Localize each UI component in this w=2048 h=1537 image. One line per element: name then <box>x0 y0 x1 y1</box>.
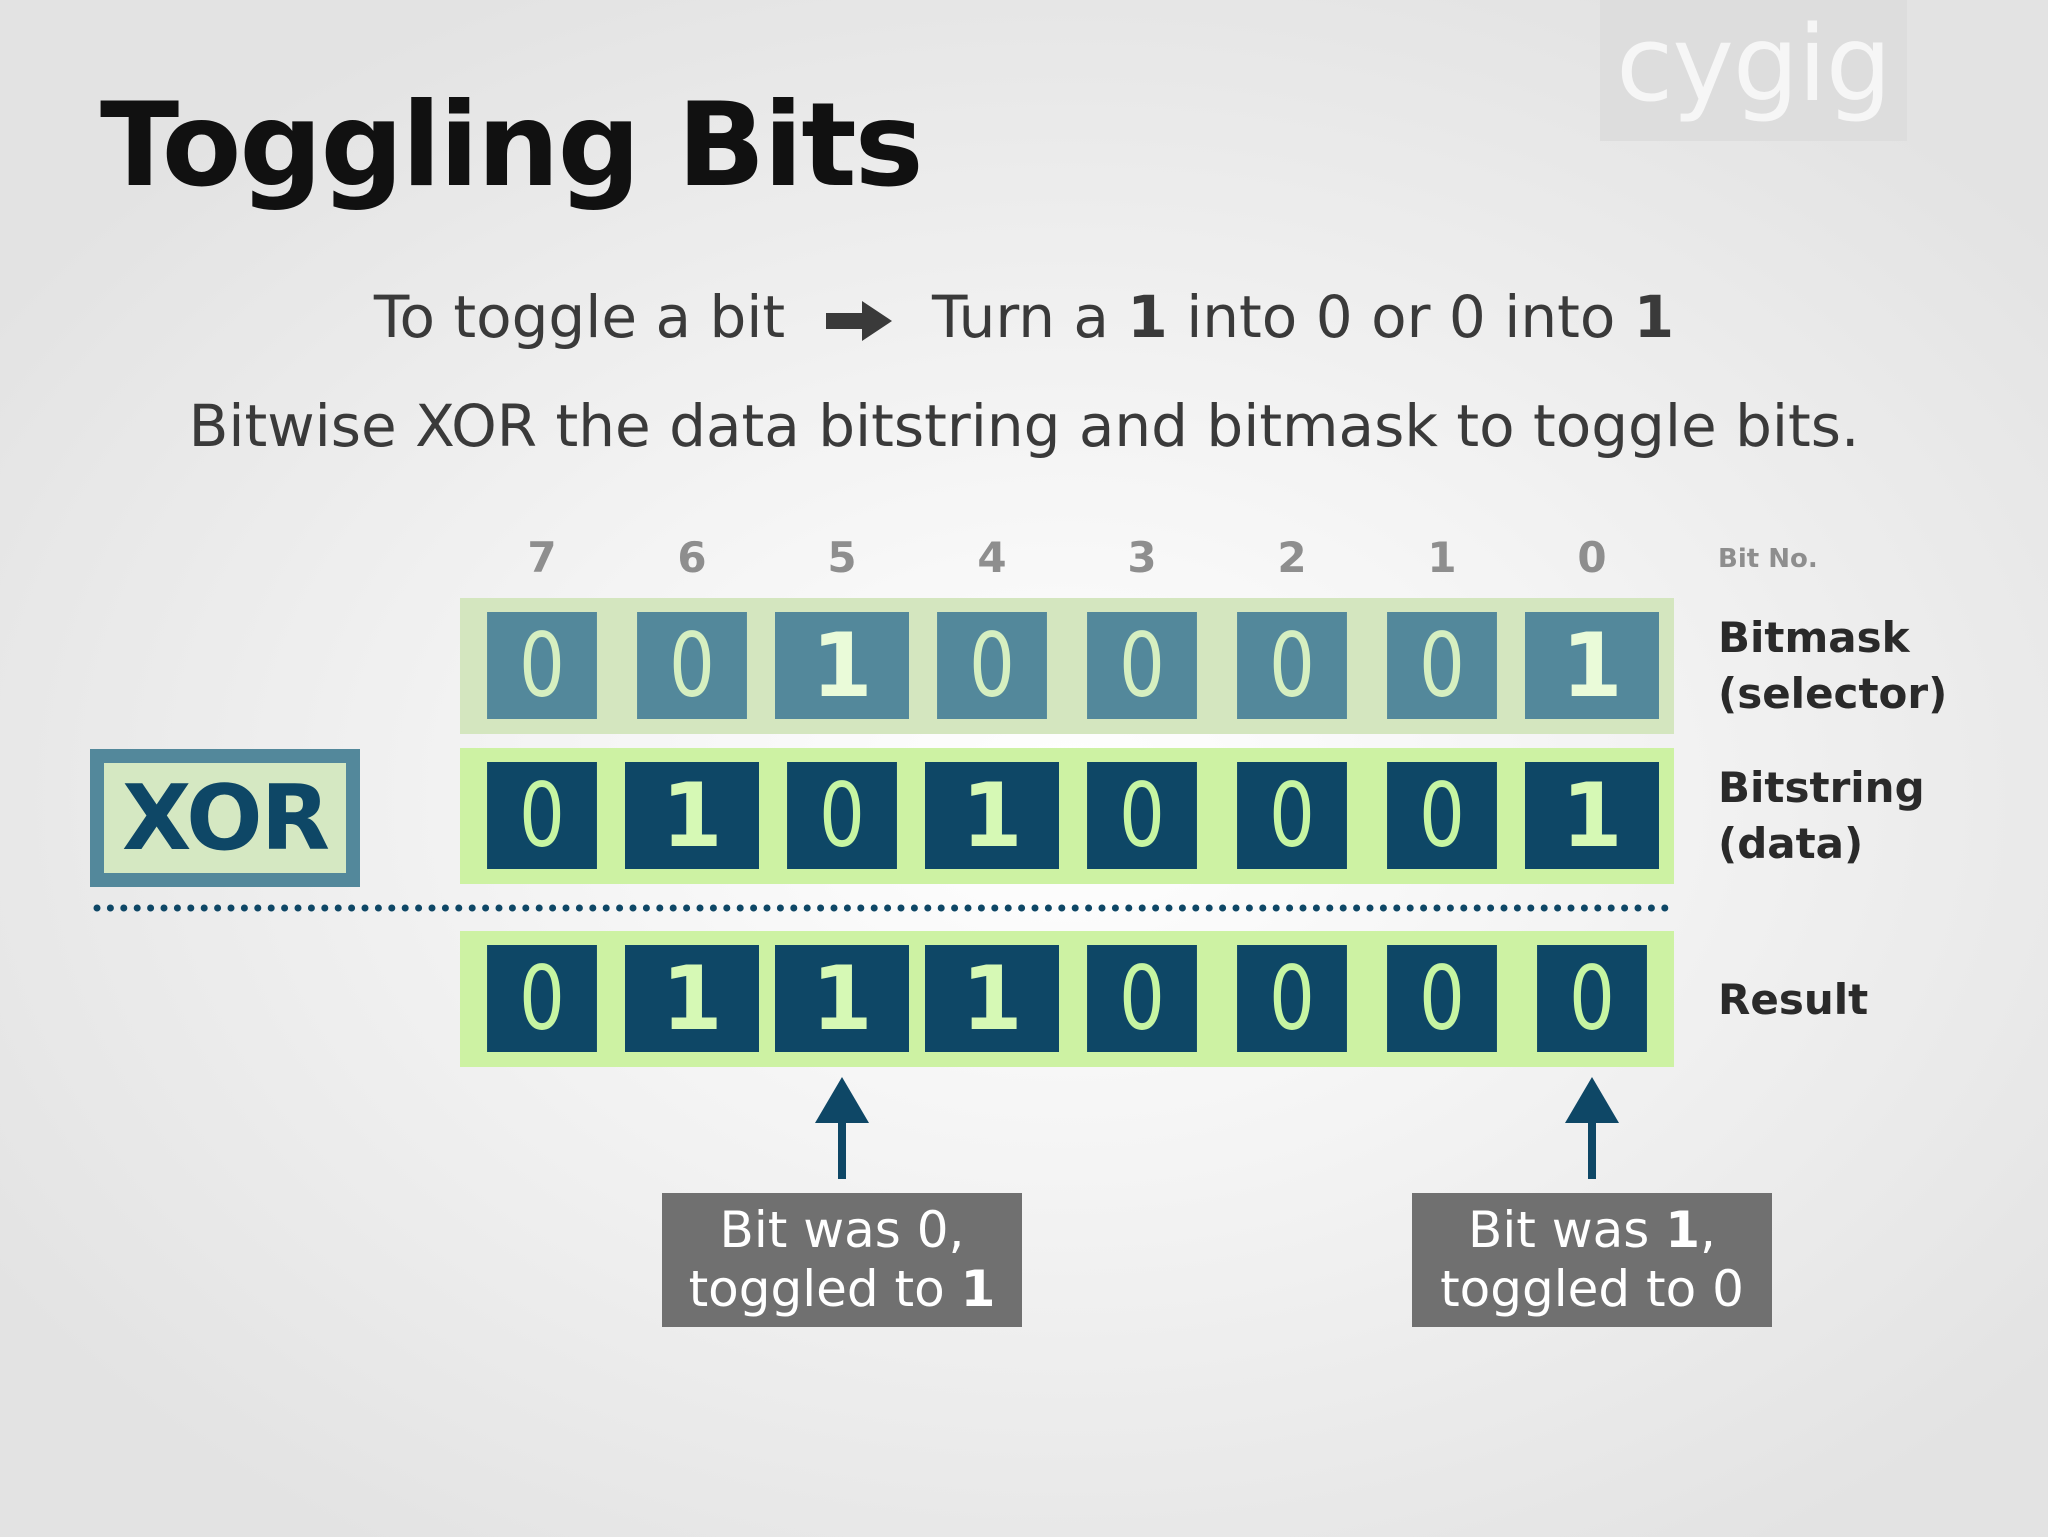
page-title: Toggling Bits <box>100 78 924 213</box>
bitmask-row: 0 0 1 0 0 0 0 1 <box>460 598 1674 734</box>
bitstring-cell-0: 1 <box>1525 762 1659 869</box>
bit-number-7: 7 <box>527 533 557 582</box>
bitstring-label-line2: (data) <box>1718 819 1864 868</box>
bit-number-0: 0 <box>1577 533 1607 582</box>
bit-number-1: 1 <box>1427 533 1457 582</box>
result-cell-1: 0 <box>1387 945 1497 1052</box>
bitmask-cell-1: 0 <box>1387 612 1497 719</box>
note-left-text-c: toggled to <box>688 1260 945 1318</box>
result-row: 0 1 1 1 0 0 0 0 <box>460 931 1674 1067</box>
result-cell-3: 0 <box>1087 945 1197 1052</box>
bitstring-cell-7: 0 <box>487 762 597 869</box>
intro-zero-a: 0 <box>1315 283 1353 351</box>
xor-operator-box: XOR <box>90 749 360 887</box>
bitmask-cell-0: 1 <box>1525 612 1659 719</box>
result-cell-7: 0 <box>487 945 597 1052</box>
bitmask-cell-2: 0 <box>1237 612 1347 719</box>
bitmask-cell-7: 0 <box>487 612 597 719</box>
intro-text-c: into <box>1186 283 1298 351</box>
intro-zero-b: 0 <box>1448 283 1486 351</box>
intro-text-e: into <box>1504 283 1616 351</box>
note-right-line2: toggled to 0 <box>1412 1260 1772 1319</box>
note-right-text-a: Bit was <box>1468 1201 1650 1259</box>
note-left-text-b: 0, <box>916 1201 965 1259</box>
result-cell-4: 1 <box>925 945 1059 1052</box>
bitmask-label: Bitmask (selector) <box>1718 610 1947 722</box>
bit-number-5: 5 <box>827 533 857 582</box>
intro-one-a: 1 <box>1127 283 1168 351</box>
result-cell-0: 0 <box>1537 945 1647 1052</box>
bitstring-cell-1: 0 <box>1387 762 1497 869</box>
note-left-line1: Bit was 0, <box>662 1201 1022 1260</box>
note-right-text-d: 0 <box>1712 1260 1744 1318</box>
intro-one-b: 1 <box>1633 283 1675 351</box>
intro-text-b: Turn a <box>932 283 1109 351</box>
bitmask-cell-3: 0 <box>1087 612 1197 719</box>
note-left-line2: toggled to 1 <box>662 1260 1022 1319</box>
note-bit-was-0: Bit was 0, toggled to 1 <box>662 1193 1022 1327</box>
bitmask-cell-4: 0 <box>937 612 1047 719</box>
note-right-text-c: toggled to <box>1440 1260 1697 1318</box>
bitstring-cell-3: 0 <box>1087 762 1197 869</box>
note-bit-was-1: Bit was 1, toggled to 0 <box>1412 1193 1772 1327</box>
bit-number-2: 2 <box>1277 533 1307 582</box>
note-right-text-b: 1 <box>1665 1201 1701 1259</box>
result-label: Result <box>1718 975 1869 1024</box>
bit-number-6: 6 <box>677 533 707 582</box>
watermark-logo: cygig <box>1600 0 1907 141</box>
bitmask-cell-5: 1 <box>775 612 909 719</box>
bitstring-cell-4: 1 <box>925 762 1059 869</box>
note-right-comma: , <box>1700 1201 1716 1259</box>
note-right-line1: Bit was 1, <box>1412 1201 1772 1260</box>
bitstring-cell-2: 0 <box>1237 762 1347 869</box>
result-cell-5: 1 <box>775 945 909 1052</box>
bitmask-label-line1: Bitmask <box>1718 613 1910 662</box>
bitstring-cell-6: 1 <box>625 762 759 869</box>
bit-number-3: 3 <box>1127 533 1157 582</box>
bit-number-4: 4 <box>977 533 1007 582</box>
intro-line-2: Bitwise XOR the data bitstring and bitma… <box>188 392 1860 460</box>
note-left-text-d: 1 <box>960 1260 996 1318</box>
intro-line-1: To toggle a bit Turn a 1 into 0 or 0 int… <box>0 283 2048 355</box>
bitmask-cell-6: 0 <box>637 612 747 719</box>
bitstring-cell-5: 0 <box>787 762 897 869</box>
right-arrow-icon <box>825 287 892 355</box>
separator-dotted-line <box>93 904 1681 912</box>
up-arrow-icon <box>1565 1077 1619 1179</box>
result-cell-6: 1 <box>625 945 759 1052</box>
intro-text-d: or <box>1371 283 1431 351</box>
bitstring-label: Bitstring (data) <box>1718 760 1925 872</box>
bitstring-label-line1: Bitstring <box>1718 763 1925 812</box>
bitmask-label-line2: (selector) <box>1718 669 1948 718</box>
result-cell-2: 0 <box>1237 945 1347 1052</box>
bitstring-row: 0 1 0 1 0 0 0 1 <box>460 748 1674 884</box>
bit-no-label: Bit No. <box>1718 544 1818 574</box>
intro-text-a: To toggle a bit <box>373 283 786 351</box>
note-left-text-a: Bit was <box>719 1201 901 1259</box>
up-arrow-icon <box>815 1077 869 1179</box>
